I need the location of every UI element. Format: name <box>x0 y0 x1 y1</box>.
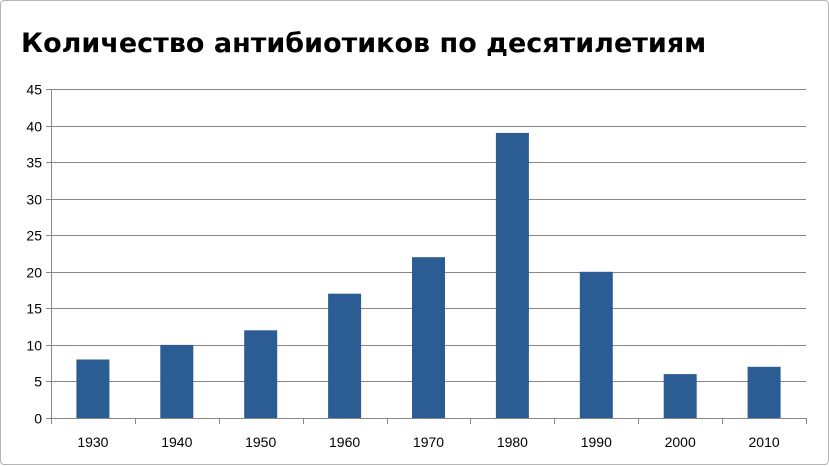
x-tick-labels: 1930 1940 1950 1960 1970 1980 1990 2000 2010 <box>77 434 780 450</box>
y-tick-label: 5 <box>34 374 42 390</box>
bar <box>412 257 445 418</box>
bar <box>579 271 613 418</box>
y-tick-label: 40 <box>26 119 42 135</box>
x-tick-label: 1960 <box>329 434 360 450</box>
x-tick-label: 2010 <box>749 434 780 450</box>
x-tick-label: 1940 <box>161 434 192 450</box>
y-tick-label: 35 <box>26 155 42 171</box>
bar <box>160 344 194 418</box>
bar <box>244 330 278 418</box>
x-tick-label: 2000 <box>665 434 696 450</box>
x-tick-label: 1970 <box>413 434 444 450</box>
y-tick-label: 45 <box>26 82 42 98</box>
bar <box>495 132 529 418</box>
bar <box>328 293 362 418</box>
axes <box>51 89 807 424</box>
bar <box>747 366 781 418</box>
bar <box>76 359 110 418</box>
y-tick-label: 0 <box>34 411 42 427</box>
y-tick-label: 30 <box>26 192 42 208</box>
x-tick-label: 1930 <box>77 434 108 450</box>
y-tick-label: 25 <box>26 228 42 244</box>
x-tick-label: 1950 <box>245 434 276 450</box>
y-tick-label: 20 <box>26 265 42 281</box>
bar <box>663 374 697 418</box>
y-tick-label: 15 <box>26 301 42 317</box>
y-tick-labels: 0 5 10 15 20 25 30 35 40 45 <box>26 82 42 427</box>
x-tick-label: 1990 <box>581 434 612 450</box>
y-tick-label: 10 <box>26 338 42 354</box>
bars <box>76 132 781 418</box>
x-tick-label: 1980 <box>497 434 528 450</box>
chart-title: Количество антибиотиков по десятилетиям <box>21 28 707 59</box>
